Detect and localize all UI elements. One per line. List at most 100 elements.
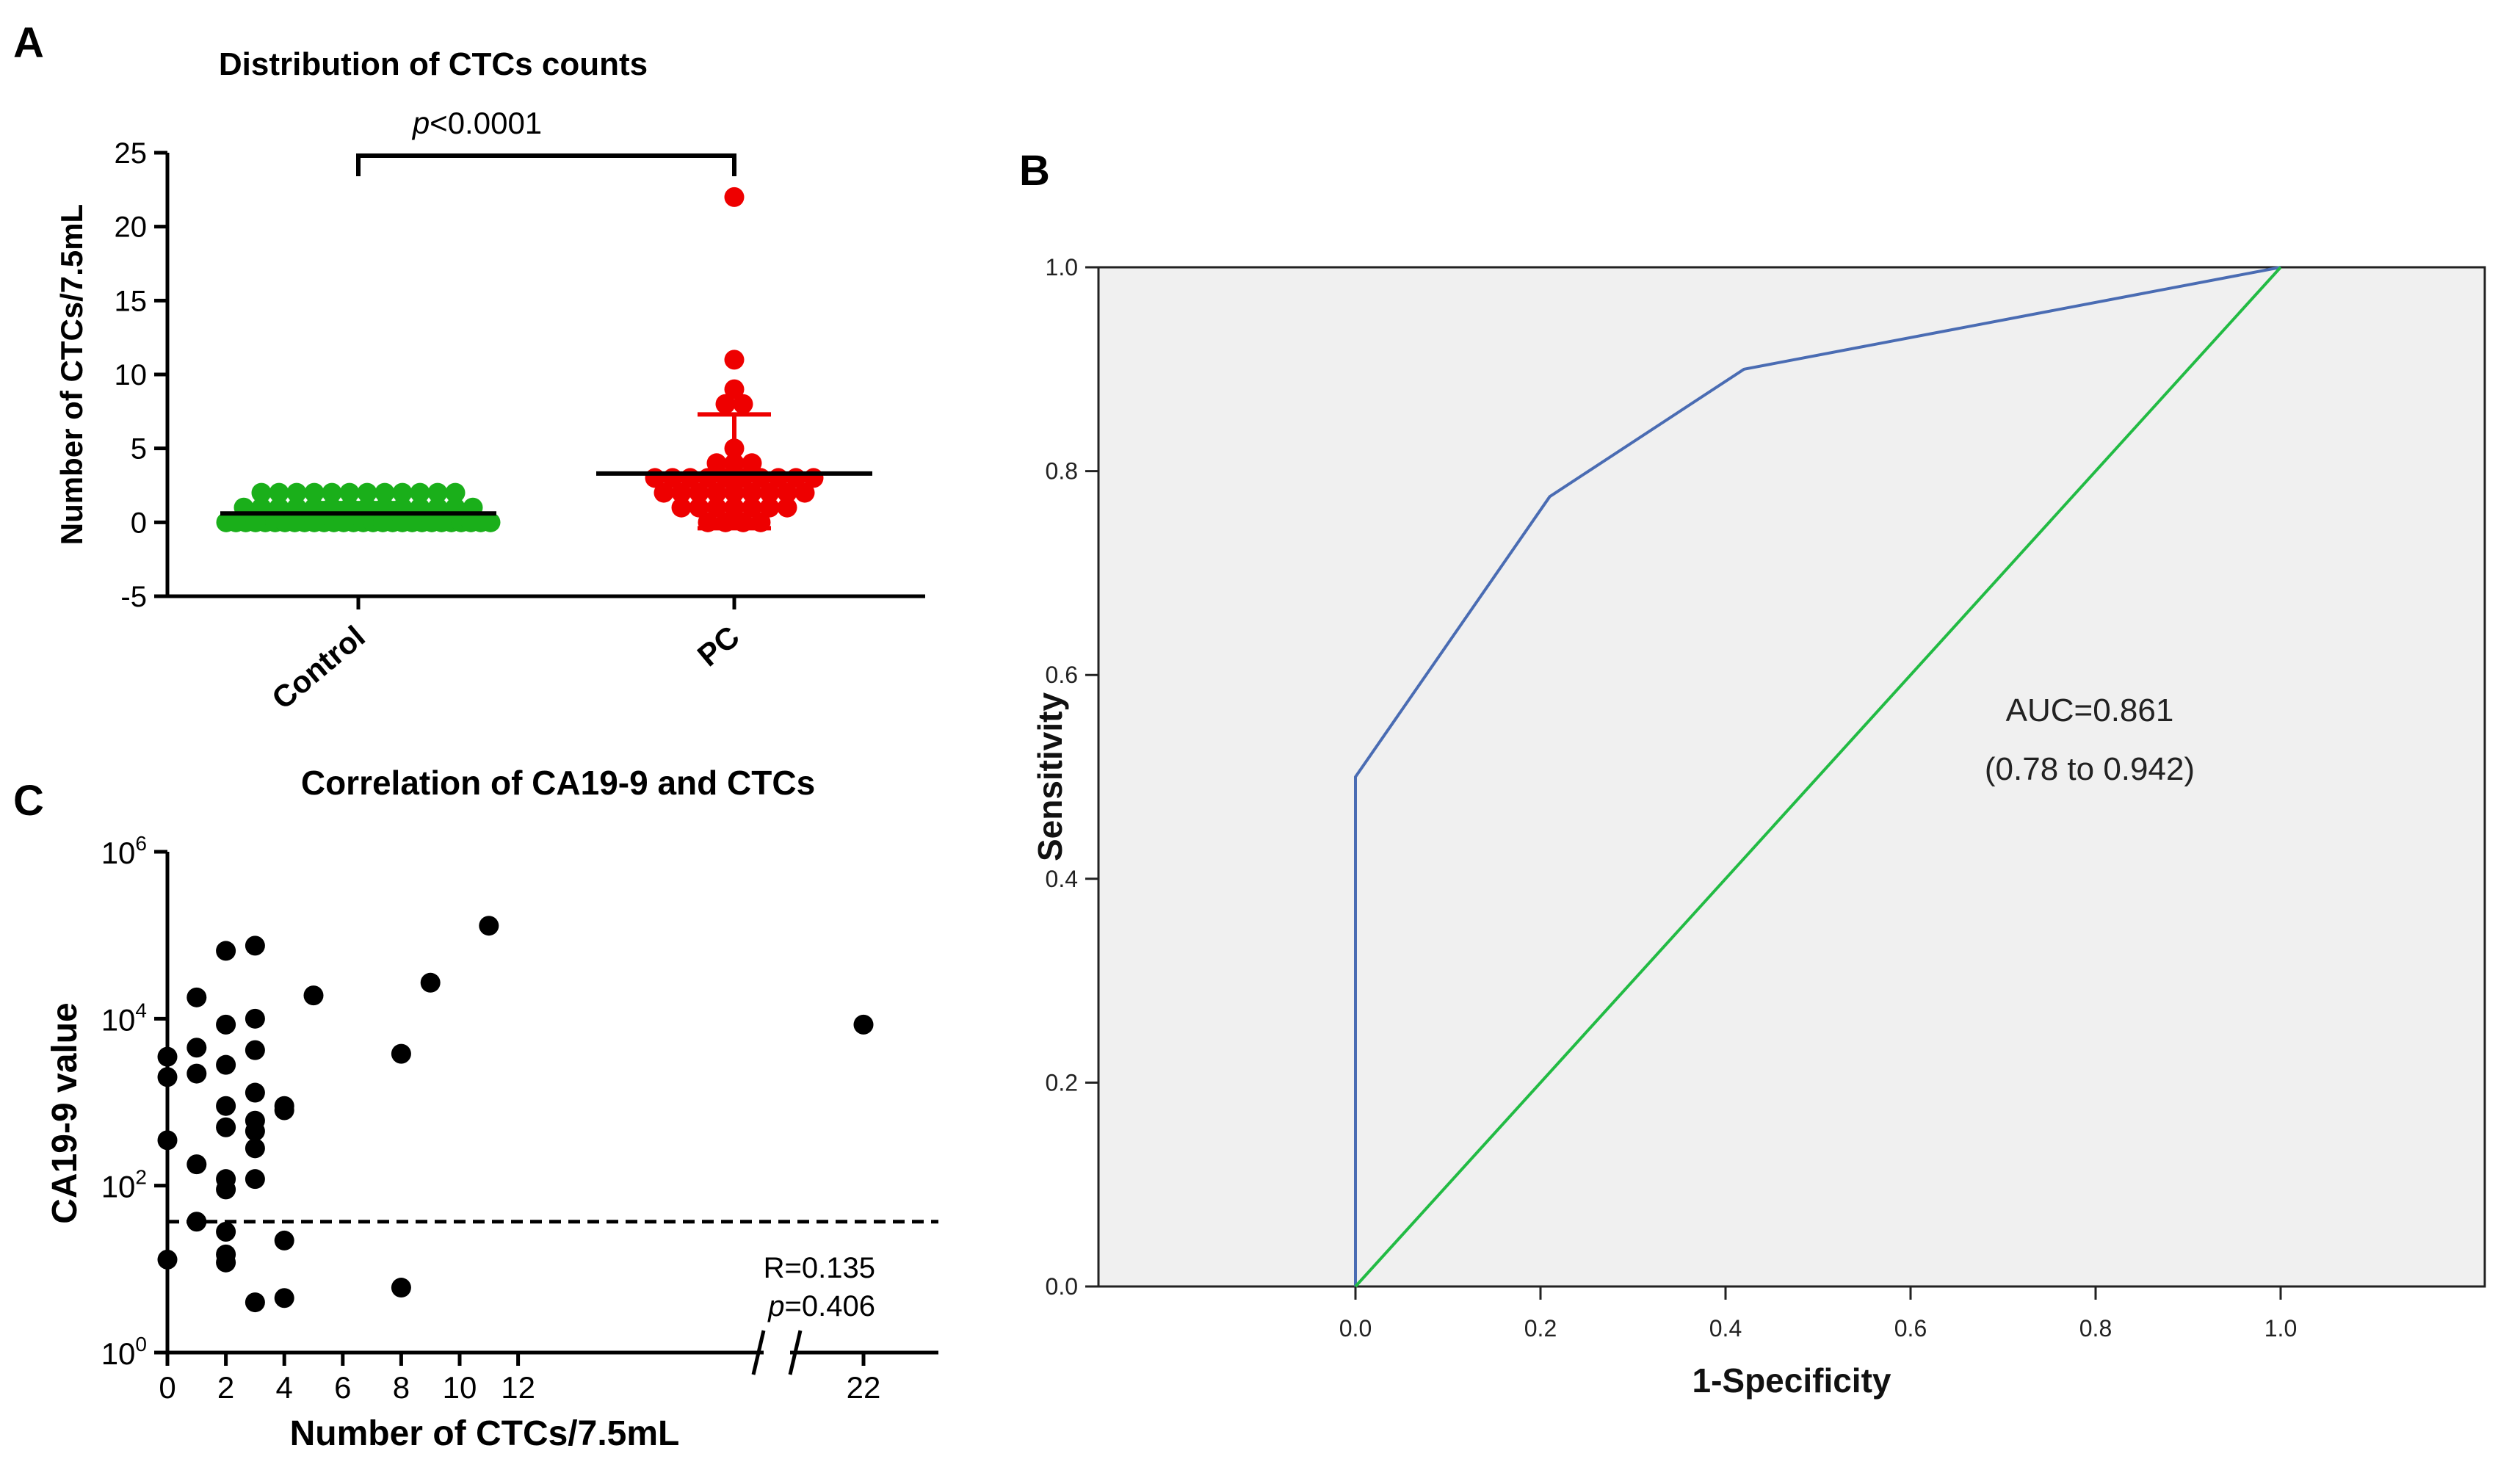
panel-c-point xyxy=(157,1130,178,1151)
panel-c-point xyxy=(216,1252,236,1273)
panel-c-point xyxy=(245,1138,265,1159)
panel-a-title: Distribution of CTCs counts xyxy=(219,46,648,82)
panel-c: C Correlation of CA19-9 and CTCs 1061041… xyxy=(13,764,938,1453)
panel-b-y-axis-label: Sensitivity xyxy=(1031,692,1069,862)
panel-a-point-pc xyxy=(759,497,780,518)
panel-c-point xyxy=(479,916,499,936)
panel-a-point-pc xyxy=(715,394,736,414)
panel-a-point-pc xyxy=(777,497,797,518)
panel-a-point-control xyxy=(392,482,413,503)
panel-b-x-tick-label: 1.0 xyxy=(2264,1315,2297,1342)
panel-b-x-tick-label: 0.0 xyxy=(1339,1315,1372,1342)
panel-c-point xyxy=(187,1154,207,1175)
panel-c-point xyxy=(216,1054,236,1075)
panel-a-y-tick-label: 20 xyxy=(115,211,148,244)
panel-c-y-tick-label: 104 xyxy=(101,999,147,1037)
panel-c-x-tick-label: 2 xyxy=(217,1370,234,1405)
panel-c-y-tick-label: 106 xyxy=(101,832,147,870)
panel-c-marks xyxy=(157,916,938,1313)
panel-b-x-tick-label: 0.2 xyxy=(1524,1315,1557,1342)
panel-a-x-tick-label-pc: PC xyxy=(691,619,746,673)
panel-a-point-pc xyxy=(759,482,780,503)
panel-c-point xyxy=(187,1212,207,1232)
panel-a-point-control xyxy=(251,482,272,503)
panel-c-point xyxy=(420,972,441,993)
panel-a-letter: A xyxy=(13,19,44,67)
panel-a-y-tick-label: -5 xyxy=(120,581,147,613)
panel-c-point xyxy=(157,1067,178,1087)
panel-b-x-tick-label: 0.4 xyxy=(1709,1315,1742,1342)
panel-b-y-tick-label: 0.4 xyxy=(1046,866,1078,892)
panel-c-y-axis-label: CA19-9 value xyxy=(46,1002,84,1223)
panel-a-x-tick-label-control: Control xyxy=(265,619,372,716)
panel-b-y-tick-label: 0.2 xyxy=(1046,1069,1078,1096)
panel-a-point-pc xyxy=(742,482,762,503)
panel-a-point-pc xyxy=(689,497,709,518)
panel-a-y-tick-label: 5 xyxy=(131,433,147,466)
panel-c-axis-break-right xyxy=(788,1330,803,1375)
panel-c-point xyxy=(245,1082,265,1103)
panel-c-point xyxy=(245,1040,265,1060)
panel-b-y-tick-label: 0.8 xyxy=(1046,458,1078,485)
panel-c-point xyxy=(187,1063,207,1084)
panel-c-axis-break-left xyxy=(751,1330,766,1375)
panel-c-y-tick-exponent: 4 xyxy=(135,999,147,1021)
panel-c-x-tick-label: 22 xyxy=(847,1370,881,1405)
panel-a-point-pc xyxy=(794,482,815,503)
panel-a-y-tick-label: 10 xyxy=(115,359,148,391)
panel-c-p-label: p xyxy=(767,1290,784,1322)
panel-a-point-control xyxy=(410,482,430,503)
panel-a-point-pc xyxy=(671,482,692,503)
panel-a-point-pc xyxy=(689,482,709,503)
panel-c-point xyxy=(274,1230,294,1250)
panel-a-point-pc xyxy=(768,468,789,488)
panel-c-point xyxy=(245,935,265,956)
panel-c-x-tick-label: 12 xyxy=(501,1370,535,1405)
panel-c-point xyxy=(245,1292,265,1313)
panel-c-point xyxy=(245,1008,265,1029)
panel-c-point xyxy=(853,1014,874,1035)
panel-b-x-tick-label: 0.6 xyxy=(1894,1315,1927,1342)
panel-c-point xyxy=(216,1096,236,1116)
panel-c-y-tick-exponent: 6 xyxy=(135,832,147,855)
panel-c-point xyxy=(245,1169,265,1190)
panel-c-point xyxy=(216,1014,236,1035)
panel-a-point-control xyxy=(374,482,395,503)
panel-c-y-tick-label: 100 xyxy=(101,1333,147,1371)
panel-b-auc-ci: (0.78 to 0.942) xyxy=(1985,751,2195,787)
panel-a-point-pc xyxy=(654,482,674,503)
panel-c-x-tick-label: 4 xyxy=(276,1370,293,1405)
panel-c-point xyxy=(245,1121,265,1141)
panel-b: B 0.0 0.2 0.4 0.6 0.8 1.0 0.0 0.2 0.4 0.6 0.8 1.0 A… xyxy=(1019,147,2486,1400)
panel-c-point xyxy=(216,1117,236,1137)
panel-c-x-axis-label: Number of CTCs/7.5mL xyxy=(290,1414,680,1453)
panel-c-y-tick-base: 10 xyxy=(101,1002,136,1037)
panel-a-significance-bracket xyxy=(356,153,736,176)
panel-a-p-label: p xyxy=(411,106,430,140)
panel-c-point xyxy=(274,1100,294,1121)
panel-c-x-tick-label: 6 xyxy=(334,1370,351,1405)
panel-a-point-pc xyxy=(645,468,665,488)
panel-b-lines xyxy=(1354,266,2282,1288)
panel-a-point-pc xyxy=(706,453,727,474)
panel-c-y-tick-base: 10 xyxy=(101,836,136,870)
panel-c-p-number: =0.406 xyxy=(785,1290,875,1322)
panel-a-significance: p<0.0001 xyxy=(411,106,542,140)
panel-a-point-pc xyxy=(724,350,745,370)
panel-c-letter: C xyxy=(13,777,44,825)
panel-a-point-pc xyxy=(671,497,692,518)
panel-c-y-tick-base: 10 xyxy=(101,1170,136,1204)
panel-b-x-tick-label: 0.8 xyxy=(2079,1315,2112,1342)
panel-a-y-tick-label: 25 xyxy=(115,137,148,170)
panel-a-point-pc xyxy=(803,468,824,488)
panel-c-point xyxy=(391,1043,411,1064)
panel-c-y-tick-exponent: 2 xyxy=(135,1166,147,1189)
panel-a-p-value: <0.0001 xyxy=(430,106,542,140)
panel-c-x-tick-label: 8 xyxy=(393,1370,410,1405)
panel-a-point-pc xyxy=(680,468,700,488)
panel-a-point-pc xyxy=(742,453,762,474)
panel-a-point-pc xyxy=(706,482,727,503)
